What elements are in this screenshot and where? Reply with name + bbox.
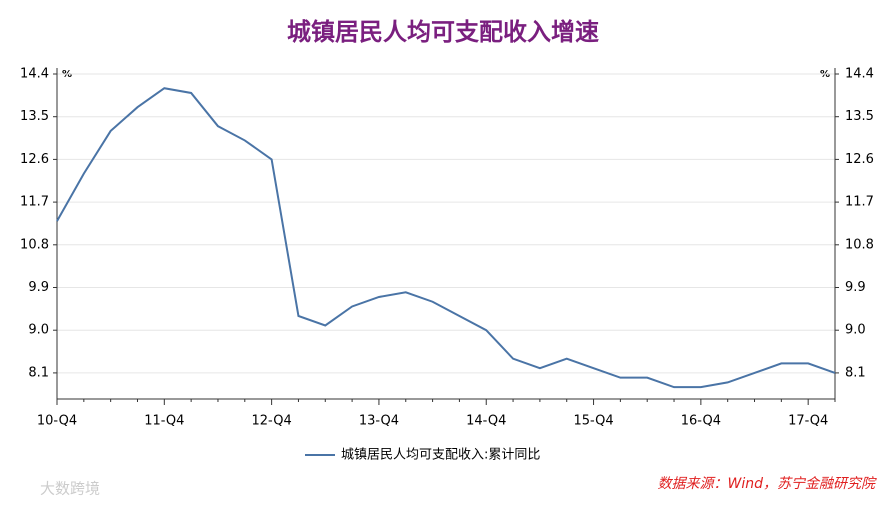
line-series <box>56 87 836 389</box>
y-tick-label: 10.8 <box>20 237 49 252</box>
x-tick-label: 17-Q4 <box>788 414 828 429</box>
y-tick-label: 12.6 <box>20 152 49 167</box>
x-tick-label: 14-Q4 <box>466 414 506 429</box>
y2-tick-label: 13.5 <box>845 109 874 124</box>
y2-tick-label: 8.1 <box>845 365 866 380</box>
watermark: 大数跨境 <box>40 480 100 498</box>
chart-title: 城镇居民人均可支配收入增速 <box>287 18 599 46</box>
y-tick-label: 11.7 <box>20 195 49 210</box>
y2-tick-label: 11.7 <box>845 195 874 210</box>
y2-tick-label: 9.0 <box>845 323 866 338</box>
y-tick-label: 14.4 <box>20 67 49 82</box>
x-tick-label: 13-Q4 <box>359 414 399 429</box>
y-tick-label: 9.0 <box>28 323 49 338</box>
y2-tick-label: 12.6 <box>845 152 874 167</box>
x-tick-label: 12-Q4 <box>252 414 292 429</box>
y2-tick-label: 14.4 <box>845 67 874 82</box>
y2-tick-label: 10.8 <box>845 237 874 252</box>
x-tick-label: 10-Q4 <box>37 414 77 429</box>
x-tick-label: 16-Q4 <box>681 414 721 429</box>
y-tick-label: 9.9 <box>28 280 49 295</box>
y-tick-label: 8.1 <box>28 365 49 380</box>
source: 数据来源：Wind，苏宁金融研究院 <box>658 476 877 492</box>
y2-tick-label: 9.9 <box>845 280 866 295</box>
y-tick-label: 13.5 <box>20 109 49 124</box>
x-tick-label: 11-Q4 <box>144 414 184 429</box>
x-tick-label: 15-Q4 <box>573 414 613 429</box>
legend-label: 城镇居民人均可支配收入:累计同比 <box>341 448 540 463</box>
